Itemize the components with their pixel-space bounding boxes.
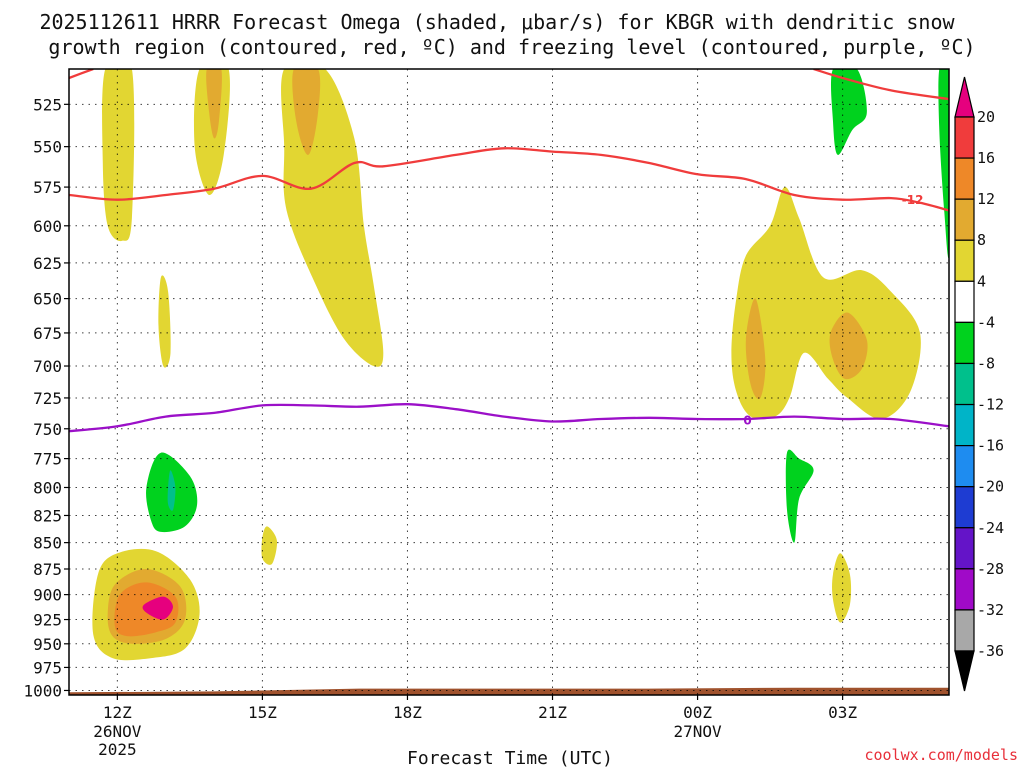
colorbar-label-5: -4 xyxy=(977,313,995,331)
colorbar-swatch-9 xyxy=(954,486,975,529)
contour-lines: -12 0 xyxy=(69,69,949,433)
colorbar-label-1: 16 xyxy=(977,149,995,167)
colorbar-label-6: -8 xyxy=(977,354,995,372)
omega-region-8-6 xyxy=(731,187,921,420)
y-tick-label-525: 525 xyxy=(33,95,62,114)
omega-region-8-0 xyxy=(102,69,135,242)
x-tick-date-12Z: 26NOV xyxy=(93,722,142,741)
colorbar-label-7: -12 xyxy=(977,396,1004,414)
colorbar-label-10: -24 xyxy=(977,519,1004,537)
y-tick-label-725: 725 xyxy=(33,389,62,408)
omega-region-12-1 xyxy=(292,69,321,155)
x-axis-label: Forecast Time (UTC) xyxy=(407,748,613,768)
contour-label-1: -12 xyxy=(902,193,924,207)
colorbar-label-0: 20 xyxy=(977,108,995,126)
y-tick-label-825: 825 xyxy=(33,506,62,525)
y-tick-label-800: 800 xyxy=(33,478,62,497)
omega-region-12-0 xyxy=(206,69,222,139)
x-tick-year-12Z: 2025 xyxy=(98,740,137,759)
contour-label-3: 0 xyxy=(743,414,751,428)
x-tick-label-18Z: 18Z xyxy=(393,703,422,722)
y-tick-label-550: 550 xyxy=(33,138,62,157)
omega-region-8-1 xyxy=(193,69,230,196)
contour-line-3 xyxy=(69,403,949,433)
colorbar-swatch-2 xyxy=(954,198,975,241)
x-tick-label-03Z: 03Z xyxy=(828,703,857,722)
colorbar-swatch-6 xyxy=(954,362,975,406)
y-tick-label-975: 975 xyxy=(33,658,62,677)
colorbar-swatch-12 xyxy=(954,609,975,652)
y-tick-label-875: 875 xyxy=(33,560,62,579)
omega-region-8-7 xyxy=(832,553,852,623)
y-tick-label-700: 700 xyxy=(33,357,62,376)
colorbar-label-4: 4 xyxy=(977,272,986,290)
omega-region-neg4-1 xyxy=(830,69,867,155)
y-tick-label-600: 600 xyxy=(33,217,62,236)
omega-shading xyxy=(77,69,949,684)
omega-region-neg8-0 xyxy=(167,470,176,511)
colorbar-bottom-arrow xyxy=(954,650,975,692)
colorbar-label-8: -16 xyxy=(977,437,1004,455)
chart-title-line-1: 2025112611 HRRR Forecast Omega (shaded, … xyxy=(39,10,955,34)
colorbar-swatch-3 xyxy=(954,239,975,282)
y-tick-label-950: 950 xyxy=(33,635,62,654)
y-tick-label-925: 925 xyxy=(33,611,62,630)
y-tick-label-650: 650 xyxy=(33,290,62,309)
omega-region-neg4-3 xyxy=(785,449,814,543)
omega-region-12-2 xyxy=(745,298,766,400)
colorbar-swatch-4 xyxy=(954,280,975,323)
colorbar-swatch-5 xyxy=(954,321,975,365)
colorbar-swatch-7 xyxy=(954,403,975,447)
x-tick-label-00Z: 00Z xyxy=(683,703,712,722)
colorbar-swatch-8 xyxy=(954,445,975,488)
x-tick-label-15Z: 15Z xyxy=(248,703,277,722)
omega-region-20-0 xyxy=(142,596,173,620)
contour-line-1 xyxy=(69,147,949,212)
y-tick-label-625: 625 xyxy=(33,254,62,273)
x-tick-label-12Z: 12Z xyxy=(103,703,132,722)
colorbar-label-9: -20 xyxy=(977,478,1004,496)
contour-line-2 xyxy=(813,69,949,101)
y-tick-label-750: 750 xyxy=(33,420,62,439)
colorbar-swatch-1 xyxy=(954,157,975,200)
colorbar-swatch-11 xyxy=(954,568,975,611)
terrain-surface xyxy=(69,687,949,695)
x-tick-label-21Z: 21Z xyxy=(538,703,567,722)
y-tick-label-775: 775 xyxy=(33,450,62,469)
x-tick-date-00Z: 27NOV xyxy=(673,722,722,741)
y-tick-label-850: 850 xyxy=(33,534,62,553)
colorbar-label-12: -32 xyxy=(977,601,1004,619)
colorbar-label-11: -28 xyxy=(977,560,1004,578)
omega-region-12-3 xyxy=(829,312,868,380)
y-tick-label-675: 675 xyxy=(33,324,62,343)
terrain-fill xyxy=(69,687,949,695)
y-tick-label-575: 575 xyxy=(33,178,62,197)
colorbar-label-2: 12 xyxy=(977,190,995,208)
y-tick-label-900: 900 xyxy=(33,586,62,605)
colorbar: 20 16 12 8 4 -4 -8 -12 -16 -20 -24 -28 -32 -36 xyxy=(954,76,1004,692)
colorbar-top-arrow xyxy=(954,76,975,118)
y-tick-label-1000: 1000 xyxy=(23,681,62,700)
chart-title-line-2: growth region (contoured, red, ºC) and f… xyxy=(48,35,975,59)
omega-region-8-4 xyxy=(261,526,278,565)
colorbar-swatch-10 xyxy=(954,527,975,570)
y-axis: 525 550 575 600 625 650 675 700 725 750 775 800 825 8… xyxy=(23,95,69,700)
colorbar-swatch-0 xyxy=(954,116,975,159)
colorbar-label-3: 8 xyxy=(977,231,986,249)
plot-frame xyxy=(68,68,950,696)
colorbar-label-13: -36 xyxy=(977,642,1004,660)
plot-area: -12 0 xyxy=(69,69,949,695)
credit-link[interactable]: coolwx.com/models xyxy=(864,746,1018,764)
